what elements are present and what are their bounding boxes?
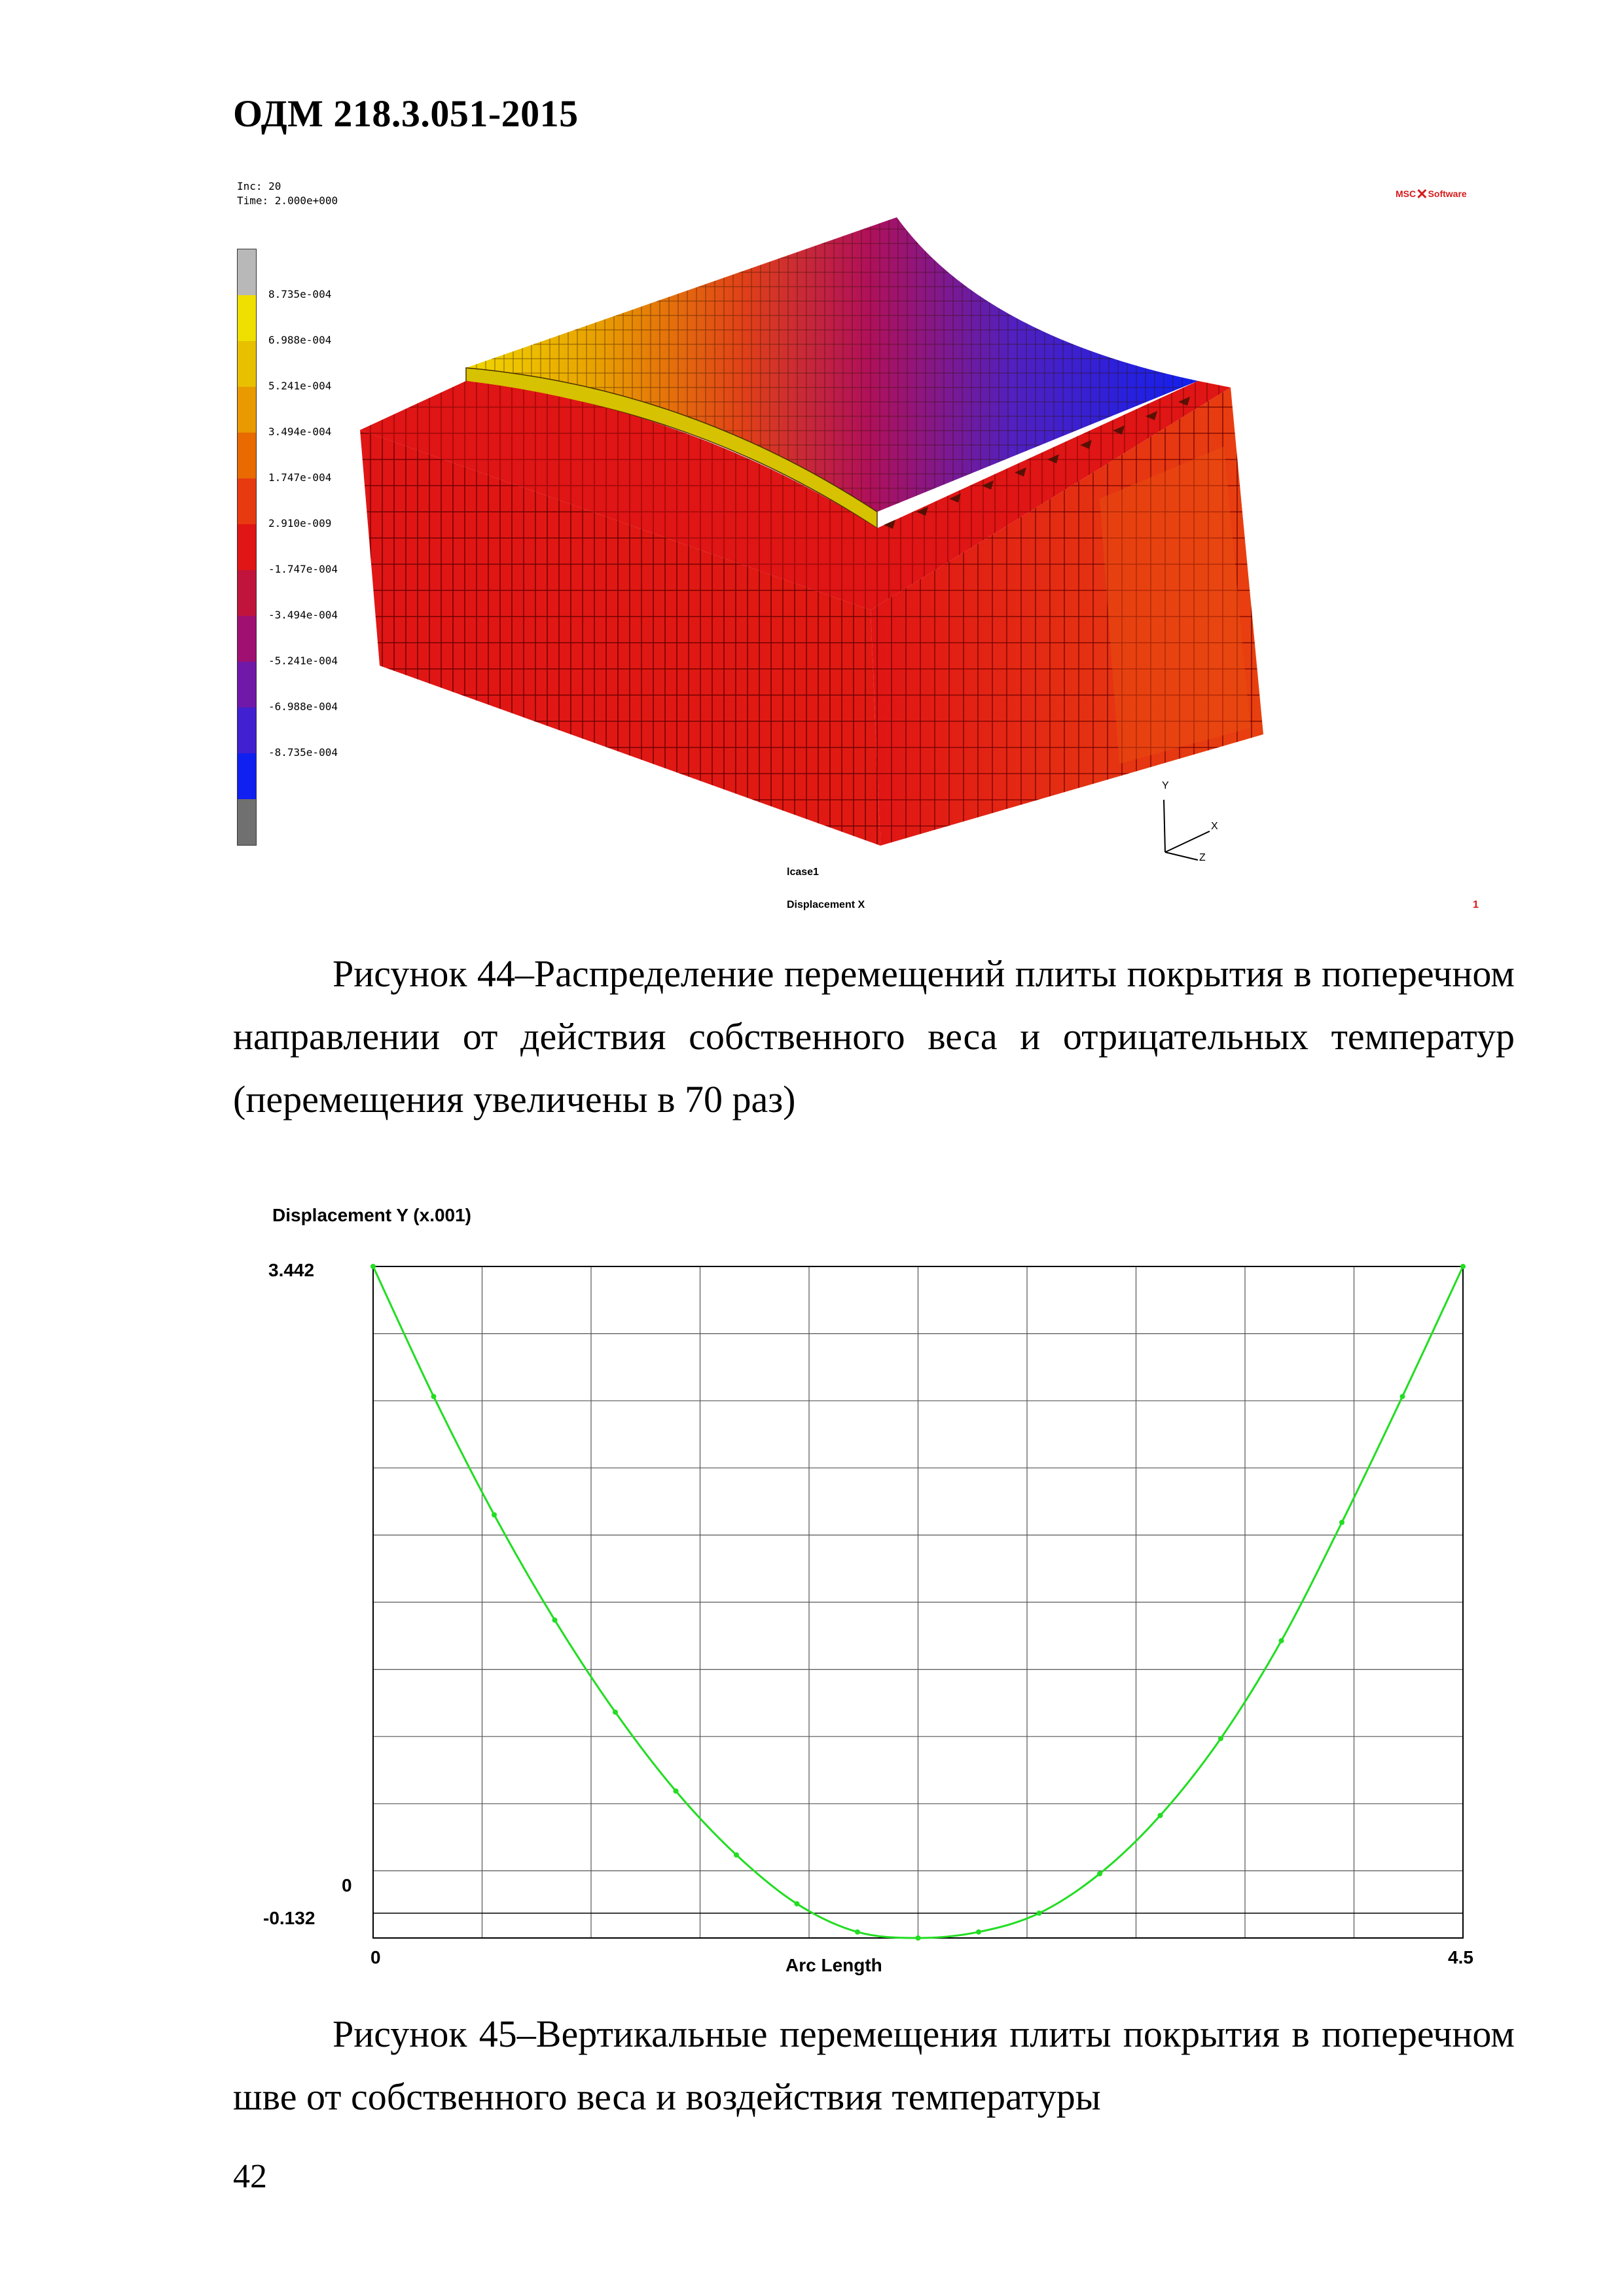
data-point xyxy=(673,1788,679,1794)
legend-label: 8.735e-004 xyxy=(268,288,332,300)
data-point xyxy=(855,1929,860,1935)
legend-swatch xyxy=(238,616,256,662)
legend-swatch xyxy=(238,433,256,478)
y-tick-zero: 0 xyxy=(342,1875,352,1895)
data-point xyxy=(1278,1638,1284,1643)
chart-grid xyxy=(373,1266,1463,1938)
displacement-chart: Displacement Y (x.001) 3.442 0 -0.132 0 … xyxy=(263,1205,1473,1975)
legend-label: 3.494e-004 xyxy=(268,425,332,438)
chart-x-axis-title: Arc Length xyxy=(785,1955,882,1975)
legend-label: -1.747e-004 xyxy=(268,563,338,575)
result-index-label: 1 xyxy=(1473,899,1479,910)
data-point xyxy=(1399,1393,1405,1399)
data-point xyxy=(1218,1736,1223,1742)
data-point xyxy=(976,1929,981,1935)
y-tick-bottom: -0.132 xyxy=(263,1908,315,1928)
load-case-label: lcase1 xyxy=(787,867,819,878)
data-point xyxy=(492,1512,497,1518)
legend-label: -6.988e-004 xyxy=(268,700,338,713)
legend-label: -3.494e-004 xyxy=(268,609,338,621)
time-label: Time: 2.000e+000 xyxy=(237,194,338,207)
figure-44-fe-model: Inc: 20 Time: 2.000e+000 MSC✕Software 8.… xyxy=(229,171,1499,924)
data-point xyxy=(1036,1910,1042,1916)
legend-swatch xyxy=(238,341,256,387)
x-tick-left: 0 xyxy=(370,1947,381,1967)
data-point xyxy=(370,1264,376,1269)
legend-label: 6.988e-004 xyxy=(268,334,332,346)
axis-z-label: Z xyxy=(1199,852,1206,863)
brand-name: MSC xyxy=(1396,188,1416,199)
data-point xyxy=(613,1709,618,1715)
legend-swatch xyxy=(238,524,256,570)
axis-y-label: Y xyxy=(1162,780,1169,791)
brand-x-mark: ✕ xyxy=(1416,186,1428,202)
legend-swatch-top xyxy=(238,249,256,295)
brand-suffix: Software xyxy=(1428,188,1467,199)
increment-label: Inc: 20 xyxy=(237,180,281,192)
caption-figure-44: Рисунок 44–Распределение перемещений пли… xyxy=(233,952,1515,1121)
axis-x-label: X xyxy=(1211,821,1218,832)
legend-swatch xyxy=(238,708,256,753)
curve-markers xyxy=(370,1264,1466,1941)
result-type-label: Displacement X xyxy=(787,899,865,910)
x-tick-right: 4.5 xyxy=(1448,1947,1473,1967)
msc-software-logo: MSC✕Software xyxy=(1396,186,1467,203)
legend-swatch xyxy=(238,295,256,341)
legend-swatch xyxy=(238,570,256,616)
legend-label: 1.747e-004 xyxy=(268,471,332,484)
legend-swatch xyxy=(238,662,256,708)
legend-label: -8.735e-004 xyxy=(268,746,338,759)
data-point xyxy=(1339,1519,1344,1525)
data-point xyxy=(794,1901,800,1907)
data-point xyxy=(552,1617,558,1623)
legend-label: -5.241e-004 xyxy=(268,655,338,667)
legend-swatch xyxy=(238,387,256,433)
caption-figure-45: Рисунок 45–Вертикальные перемещения плит… xyxy=(233,2013,1515,2118)
legend-label: 2.910e-009 xyxy=(268,517,332,529)
data-point xyxy=(915,1935,921,1941)
data-point xyxy=(1157,1812,1163,1818)
figure-45-chart: Displacement Y (x.001) 3.442 0 -0.132 0 … xyxy=(249,1198,1519,1977)
data-point xyxy=(734,1852,739,1858)
legend-swatch xyxy=(238,753,256,799)
legend-swatch xyxy=(238,478,256,524)
color-legend-bar xyxy=(237,249,257,846)
data-point xyxy=(1097,1871,1102,1876)
increment-info: Inc: 20 Time: 2.000e+000 xyxy=(237,179,338,208)
data-point xyxy=(1460,1264,1466,1269)
page-number: 42 xyxy=(233,2158,267,2195)
document-code-header: ОДМ 218.3.051-2015 xyxy=(233,92,579,135)
legend-label: 5.241e-004 xyxy=(268,380,332,392)
fe-model-render xyxy=(360,217,1263,861)
y-tick-top: 3.442 xyxy=(268,1260,314,1280)
data-point xyxy=(431,1393,437,1399)
coordinate-triad xyxy=(1163,799,1210,861)
chart-y-axis-title: Displacement Y (x.001) xyxy=(272,1205,471,1225)
legend-swatch-bottom xyxy=(238,799,256,845)
